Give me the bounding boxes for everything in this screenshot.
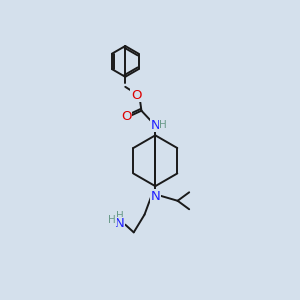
Text: N: N [150, 190, 160, 203]
Text: O: O [121, 110, 131, 123]
Text: O: O [131, 89, 141, 102]
Text: H: H [116, 211, 124, 221]
Text: H: H [159, 120, 167, 130]
Text: N: N [150, 119, 160, 132]
Text: N: N [115, 218, 125, 230]
Text: H: H [108, 215, 116, 225]
